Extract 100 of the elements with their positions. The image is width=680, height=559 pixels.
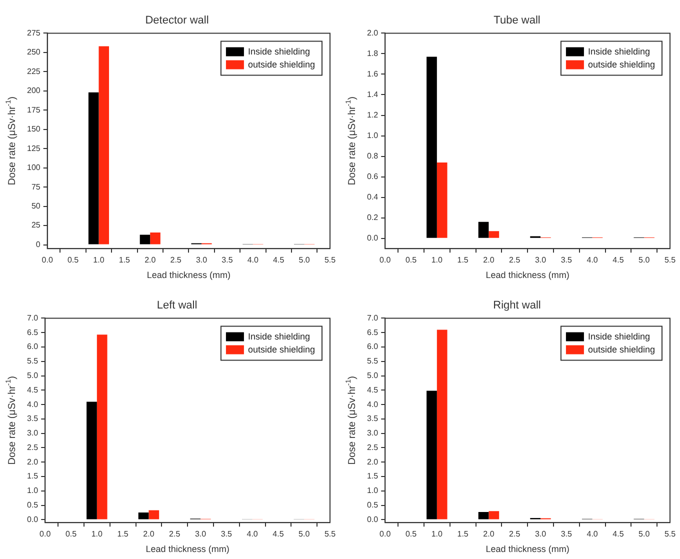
y-tick-label: 100 xyxy=(26,163,41,172)
bar xyxy=(150,232,160,244)
y-tick-label: 7.0 xyxy=(26,313,39,322)
x-tick-label: 4.5 xyxy=(273,256,285,265)
y-tick-label: 150 xyxy=(26,124,41,134)
x-tick-label: 5.0 xyxy=(638,256,650,265)
x-tick-label: 4.0 xyxy=(586,530,598,539)
y-tick-label: 0.5 xyxy=(366,500,379,510)
y-tick-label: 1.2 xyxy=(366,110,379,120)
x-tick-label: 3.5 xyxy=(560,530,573,539)
y-tick-label: 200 xyxy=(26,86,41,96)
y-tick-label: 0.8 xyxy=(366,151,379,160)
x-tick-label: 5.5 xyxy=(664,530,676,539)
legend-label: Inside shielding xyxy=(588,332,650,342)
x-axis-title: Lead thickness (mm) xyxy=(146,544,230,554)
x-tick-label: 5.0 xyxy=(638,530,650,539)
y-tick-label: 1.0 xyxy=(366,130,379,140)
x-tick-label: 0.0 xyxy=(42,256,54,265)
bar xyxy=(140,234,150,244)
y-tick-label: 6.0 xyxy=(26,342,39,352)
x-tick-label: 2.5 xyxy=(509,256,521,265)
legend-label: Inside shielding xyxy=(248,46,310,57)
x-tick-label: 1.5 xyxy=(457,530,469,539)
chart-title: Left wall xyxy=(156,300,198,312)
x-tick-label: 3.0 xyxy=(196,256,208,265)
bar xyxy=(86,402,97,520)
x-tick-label: 0.0 xyxy=(40,530,52,539)
x-axis-title: Lead thickness (mm) xyxy=(486,270,570,280)
y-tick-label: 2.5 xyxy=(26,442,39,452)
x-tick-label: 2.0 xyxy=(483,530,495,539)
y-tick-label: 6.0 xyxy=(366,342,379,352)
y-tick-label: 2.0 xyxy=(366,28,379,38)
x-tick-label: 1.0 xyxy=(431,530,444,539)
x-tick-label: 1.0 xyxy=(431,256,444,265)
x-tick-label: 1.0 xyxy=(91,530,104,539)
x-tick-label: 5.5 xyxy=(324,530,336,539)
y-tick-label: 5.0 xyxy=(366,370,379,380)
y-tick-label: 50 xyxy=(31,201,41,210)
y-tick-label: 125 xyxy=(26,144,41,153)
y-tick-label: 1.0 xyxy=(366,486,379,496)
y-tick-label: 6.5 xyxy=(366,328,379,337)
y-tick-label: 1.4 xyxy=(366,90,379,99)
bar xyxy=(138,512,149,520)
y-tick-label: 2.0 xyxy=(26,457,39,466)
legend-label: Inside shielding xyxy=(248,332,310,342)
x-tick-label: 1.5 xyxy=(118,256,131,265)
x-tick-label: 5.0 xyxy=(298,256,310,265)
y-tick-label: 3.5 xyxy=(366,414,379,424)
x-tick-label: 3.0 xyxy=(194,530,207,539)
x-tick-label: 4.0 xyxy=(247,256,260,265)
x-tick-label: 2.0 xyxy=(483,256,495,265)
x-tick-label: 3.5 xyxy=(220,530,233,539)
y-tick-label: 275 xyxy=(26,28,41,38)
x-tick-label: 5.5 xyxy=(324,256,336,265)
y-tick-label: 1.6 xyxy=(366,69,379,78)
x-axis-title: Lead thickness (mm) xyxy=(146,270,230,280)
x-tick-label: 1.0 xyxy=(93,256,105,265)
y-tick-label: 0.4 xyxy=(366,192,379,202)
x-tick-label: 4.0 xyxy=(246,530,258,539)
x-tick-label: 3.5 xyxy=(222,256,234,265)
legend-label: outside shielding xyxy=(588,60,656,70)
y-tick-label: 3.5 xyxy=(26,414,39,424)
x-axis-title: Lead thickness (mm) xyxy=(486,544,570,554)
y-tick-label: 3.0 xyxy=(366,428,379,438)
x-tick-label: 0.5 xyxy=(65,530,78,539)
bar xyxy=(488,231,500,238)
x-tick-label: 2.5 xyxy=(509,530,521,539)
x-tick-label: 4.5 xyxy=(272,530,284,539)
chart-title: Detector wall xyxy=(145,14,209,27)
bar xyxy=(88,92,99,244)
legend-label: outside shielding xyxy=(248,344,316,355)
x-tick-label: 3.0 xyxy=(534,256,547,265)
legend-label: outside shielding xyxy=(588,344,656,355)
x-tick-label: 1.5 xyxy=(117,530,129,539)
y-tick-label: 5.5 xyxy=(26,356,39,366)
y-tick-label: 4.5 xyxy=(366,385,379,394)
x-tick-label: 3.5 xyxy=(560,256,573,265)
legend-label: outside shielding xyxy=(248,60,316,70)
y-tick-label: 3.0 xyxy=(26,428,39,438)
y-tick-label: 0.0 xyxy=(26,514,39,524)
bar xyxy=(478,512,489,520)
y-tick-label: 0.0 xyxy=(366,234,379,243)
y-tick-label: 6.5 xyxy=(26,328,39,337)
y-tick-label: 250 xyxy=(26,48,41,57)
x-tick-label: 0.0 xyxy=(380,256,392,265)
bar xyxy=(148,510,160,520)
y-tick-label: 225 xyxy=(26,66,41,76)
bar xyxy=(426,390,437,520)
x-tick-label: 0.0 xyxy=(380,530,392,539)
y-tick-label: 75 xyxy=(31,182,41,192)
bar xyxy=(98,46,110,244)
x-tick-label: 0.5 xyxy=(67,256,80,265)
y-tick-label: 1.8 xyxy=(366,48,379,58)
x-tick-label: 3.0 xyxy=(534,530,547,539)
y-tick-label: 25 xyxy=(31,220,41,230)
y-tick-label: 4.5 xyxy=(26,385,39,394)
bar xyxy=(488,511,500,520)
y-tick-label: 5.5 xyxy=(366,356,379,366)
y-tick-label: 2.0 xyxy=(366,457,379,466)
x-tick-label: 5.0 xyxy=(298,530,310,539)
